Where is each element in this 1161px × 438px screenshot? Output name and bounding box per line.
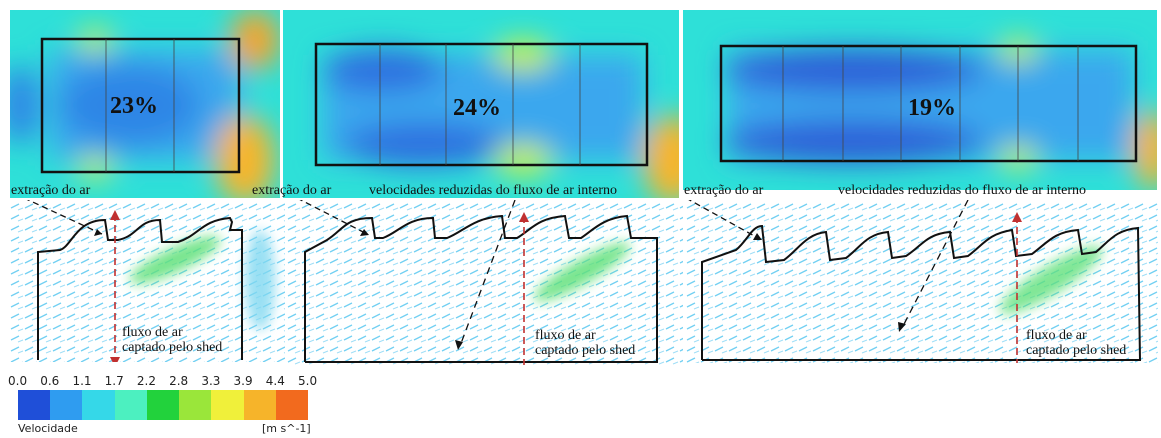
legend-tick-label: 1.1 xyxy=(72,374,92,388)
velocity-contour-plan-2 xyxy=(283,10,679,198)
section-view-1 xyxy=(10,200,285,362)
annotation-air-extraction: extração do ar xyxy=(252,183,332,198)
legend-swatch xyxy=(275,390,308,420)
annotation-shed-airflow-line1: fluxo de ar xyxy=(122,325,183,340)
annotation-shed-airflow: fluxo de ar captado pelo shed xyxy=(1026,328,1126,358)
legend-tick-label: 2.8 xyxy=(169,374,189,388)
annotation-air-extraction: extração do ar xyxy=(11,183,91,198)
annotation-reduced-velocity: velocidades reduzidas do fluxo de ar int… xyxy=(838,183,1087,198)
plan-view-1: 23% xyxy=(10,10,280,198)
vector-field-section-1 xyxy=(10,200,285,362)
legend-tick-label: 3.3 xyxy=(201,374,221,388)
legend-swatch xyxy=(243,390,276,420)
annotation-shed-airflow-line2: captado pelo shed xyxy=(122,340,223,355)
plan-view-2: 24% xyxy=(283,10,679,198)
legend-tick-label: 5.0 xyxy=(298,374,318,388)
annotation-shed-airflow-line1: fluxo de ar xyxy=(1026,328,1087,343)
vector-field-section-2 xyxy=(287,200,683,365)
legend-swatch xyxy=(146,390,180,420)
annotation-shed-airflow: fluxo de ar captado pelo shed xyxy=(122,325,222,355)
plan-2-percent: 24% xyxy=(453,95,501,121)
legend-colorbar xyxy=(18,390,308,420)
velocity-legend: 0.0 0.6 1.1 1.7 2.2 2.8 3.3 3.9 4.4 5.0 Velocidad… xyxy=(8,370,332,436)
plan-1-percent: 23% xyxy=(110,93,158,119)
legend-swatch xyxy=(18,390,51,420)
legend-tick-label: 0.0 xyxy=(8,374,28,388)
velocity-contour-plan-1 xyxy=(10,10,280,198)
annotation-shed-airflow-line2: captado pelo shed xyxy=(535,343,636,358)
legend-swatch xyxy=(211,390,244,420)
annotation-air-extraction: extração do ar xyxy=(684,183,764,198)
legend-tick-label: 3.9 xyxy=(233,374,253,388)
legend-unit: [m s^-1] xyxy=(262,422,311,435)
legend-swatch xyxy=(50,390,83,420)
velocity-contour-plan-3 xyxy=(683,10,1157,190)
legend-swatch xyxy=(179,390,212,420)
annotation-reduced-velocity: velocidades reduzidas do fluxo de ar int… xyxy=(369,183,618,198)
plan-view-3: 19% xyxy=(683,10,1157,190)
plan-3-percent: 19% xyxy=(908,95,956,121)
legend-swatch xyxy=(82,390,115,420)
vector-field-section-3 xyxy=(686,200,1158,363)
legend-tick-label: 1.7 xyxy=(104,374,124,388)
legend-title: Velocidade xyxy=(18,422,78,435)
section-view-2 xyxy=(287,200,683,365)
legend-swatch xyxy=(114,390,147,420)
legend-tick-label: 2.2 xyxy=(136,374,156,388)
section-view-3 xyxy=(686,200,1158,363)
legend-tick-label: 4.4 xyxy=(265,374,285,388)
legend-tick-label: 0.6 xyxy=(40,374,60,388)
annotation-shed-airflow-line1: fluxo de ar xyxy=(535,328,596,343)
annotation-shed-airflow: fluxo de ar captado pelo shed xyxy=(535,328,635,358)
annotation-shed-airflow-line2: captado pelo shed xyxy=(1026,343,1127,358)
